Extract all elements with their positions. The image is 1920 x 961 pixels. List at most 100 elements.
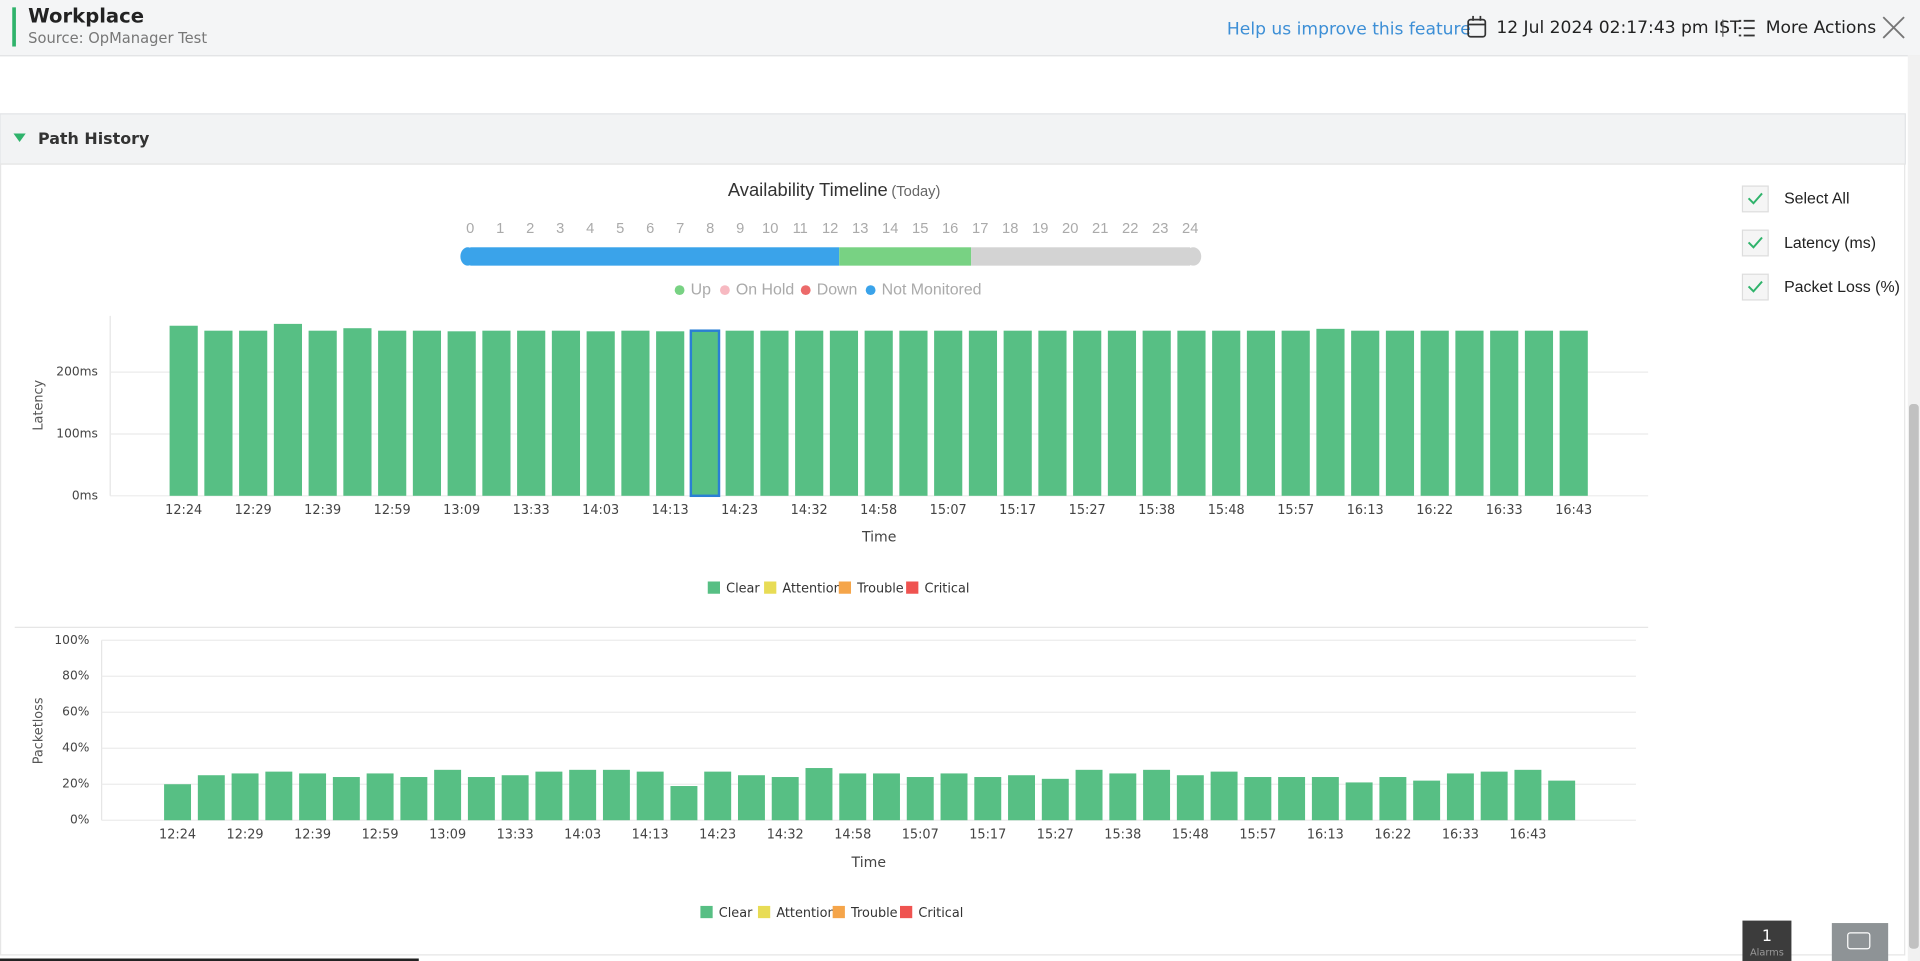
bar (170, 326, 198, 496)
bar (830, 331, 858, 496)
bar (899, 331, 927, 496)
more-actions[interactable]: More Actions (1766, 18, 1877, 38)
hour-label: 11 (793, 221, 808, 237)
checkbox[interactable] (1742, 274, 1768, 300)
accent (12, 7, 16, 46)
x-tick-label: 16:33 (1442, 827, 1479, 842)
x-tick-label: 12:39 (304, 503, 341, 518)
bar (367, 773, 394, 820)
legend-label: Critical (918, 906, 963, 921)
bar (1244, 777, 1271, 820)
hour-label: 5 (616, 221, 624, 237)
section-title: Path History (38, 129, 150, 148)
legend-label: Critical (924, 581, 969, 596)
bar (552, 331, 580, 496)
bar (378, 331, 406, 496)
bar (517, 331, 545, 496)
hour-label: 18 (1002, 221, 1018, 237)
bar (164, 784, 191, 820)
checkbox[interactable] (1742, 186, 1768, 212)
page-title: Workplace (28, 5, 144, 28)
hour-label: 0 (466, 221, 474, 237)
y-tick-label: 200ms (56, 365, 98, 379)
bar (670, 786, 697, 820)
bar (1038, 331, 1066, 496)
bar (198, 775, 225, 820)
hour-label: 15 (912, 221, 928, 237)
y-tick-label: 100ms (56, 426, 98, 440)
option-label: Packet Loss (%) (1784, 279, 1900, 296)
bar (1177, 775, 1204, 820)
x-tick-label: 12:59 (374, 503, 411, 518)
hour-label: 7 (676, 221, 684, 237)
legend-label: Up (691, 281, 711, 298)
legend-label: On Hold (736, 281, 794, 298)
legend-swatch (833, 906, 845, 918)
x-tick-label: 16:22 (1374, 827, 1411, 842)
option-label: Select All (1784, 191, 1849, 208)
bar (621, 331, 649, 496)
x-tick-label: 16:13 (1307, 827, 1344, 842)
hour-label: 13 (852, 221, 868, 237)
x-tick-label: 15:57 (1277, 503, 1314, 518)
bar (1421, 331, 1449, 496)
bar (1346, 782, 1373, 820)
bar (400, 777, 427, 820)
y-tick-label: 80% (62, 669, 89, 683)
bar (1481, 772, 1508, 821)
x-tick-label: 15:27 (1037, 827, 1074, 842)
hour-label: 9 (736, 221, 744, 237)
x-tick-label: 15:57 (1239, 827, 1276, 842)
bar (434, 770, 461, 820)
alarms-label: Alarms (1750, 947, 1784, 958)
bar (468, 777, 495, 820)
bar (587, 331, 615, 495)
alarms-count: 1 (1762, 926, 1772, 945)
x-tick-label: 12:29 (235, 503, 272, 518)
x-tick-label: 16:33 (1486, 503, 1523, 518)
hour-label: 24 (1182, 221, 1198, 237)
hour-label: 12 (822, 221, 838, 237)
feedback-link[interactable]: Help us improve this feature (1227, 19, 1471, 39)
x-tick-label: 14:32 (767, 827, 804, 842)
x-tick-label: 15:17 (999, 503, 1036, 518)
x-tick-label: 13:33 (513, 503, 550, 518)
bar (299, 773, 326, 820)
x-tick-label: 16:22 (1416, 503, 1453, 518)
bar (772, 777, 799, 820)
x-tick-label: 14:23 (721, 503, 758, 518)
chat-button[interactable] (1832, 923, 1888, 961)
timeline-segment (470, 247, 839, 265)
checkbox[interactable] (1742, 230, 1768, 256)
x-tick-label: 13:09 (429, 827, 466, 842)
bar (974, 777, 1001, 820)
legend-label: Clear (719, 906, 753, 921)
bar (1247, 331, 1275, 496)
bar (1455, 331, 1483, 496)
page-source: Source: OpManager Test (28, 30, 207, 47)
bar (704, 772, 731, 821)
y-tick-label: 0ms (72, 488, 98, 502)
x-tick-label: 14:03 (582, 503, 619, 518)
bar (726, 331, 754, 496)
legend-label: Trouble (850, 906, 898, 921)
section-header[interactable] (0, 114, 1905, 164)
scroll-thumb[interactable] (1909, 404, 1919, 949)
y-tick-label: 40% (62, 741, 89, 755)
bar (482, 331, 510, 496)
bar (1351, 331, 1379, 496)
bar (795, 331, 823, 496)
bar (1282, 331, 1310, 496)
x-tick-label: 14:03 (564, 827, 601, 842)
bar (907, 777, 934, 820)
y-axis-label: Packetloss (32, 697, 47, 764)
x-tick-label: 12:29 (227, 827, 264, 842)
bar (232, 773, 259, 820)
legend-dot (866, 285, 876, 295)
y-tick-label: 20% (62, 777, 89, 791)
x-tick-label: 16:13 (1347, 503, 1384, 518)
legend-label: Down (817, 281, 858, 298)
bar (569, 770, 596, 820)
x-tick-label: 15:07 (930, 503, 967, 518)
x-tick-label: 15:38 (1138, 503, 1175, 518)
